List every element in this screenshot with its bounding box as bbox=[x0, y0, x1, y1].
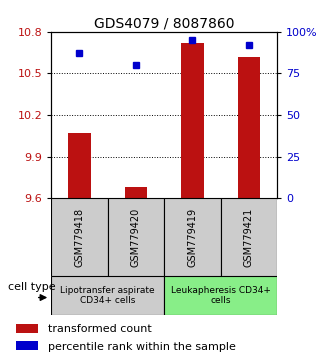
Bar bbox=[181, 43, 204, 198]
Bar bbox=[221, 198, 277, 276]
Text: Leukapheresis CD34+
cells: Leukapheresis CD34+ cells bbox=[171, 286, 271, 305]
Title: GDS4079 / 8087860: GDS4079 / 8087860 bbox=[94, 17, 234, 31]
Bar bbox=[125, 187, 147, 198]
Bar bbox=[108, 198, 164, 276]
Text: GSM779418: GSM779418 bbox=[74, 207, 84, 267]
Bar bbox=[51, 276, 164, 315]
Bar bbox=[164, 276, 277, 315]
Bar bbox=[16, 324, 38, 333]
Text: Lipotransfer aspirate
CD34+ cells: Lipotransfer aspirate CD34+ cells bbox=[60, 286, 155, 305]
Text: GSM779421: GSM779421 bbox=[244, 207, 254, 267]
Bar bbox=[16, 341, 38, 350]
Bar bbox=[68, 133, 91, 198]
Bar bbox=[238, 57, 260, 198]
Text: transformed count: transformed count bbox=[48, 325, 151, 335]
Text: cell type: cell type bbox=[8, 282, 55, 292]
Text: percentile rank within the sample: percentile rank within the sample bbox=[48, 342, 236, 352]
Bar bbox=[51, 198, 108, 276]
Text: GSM779419: GSM779419 bbox=[187, 207, 197, 267]
Text: GSM779420: GSM779420 bbox=[131, 207, 141, 267]
Bar bbox=[164, 198, 221, 276]
